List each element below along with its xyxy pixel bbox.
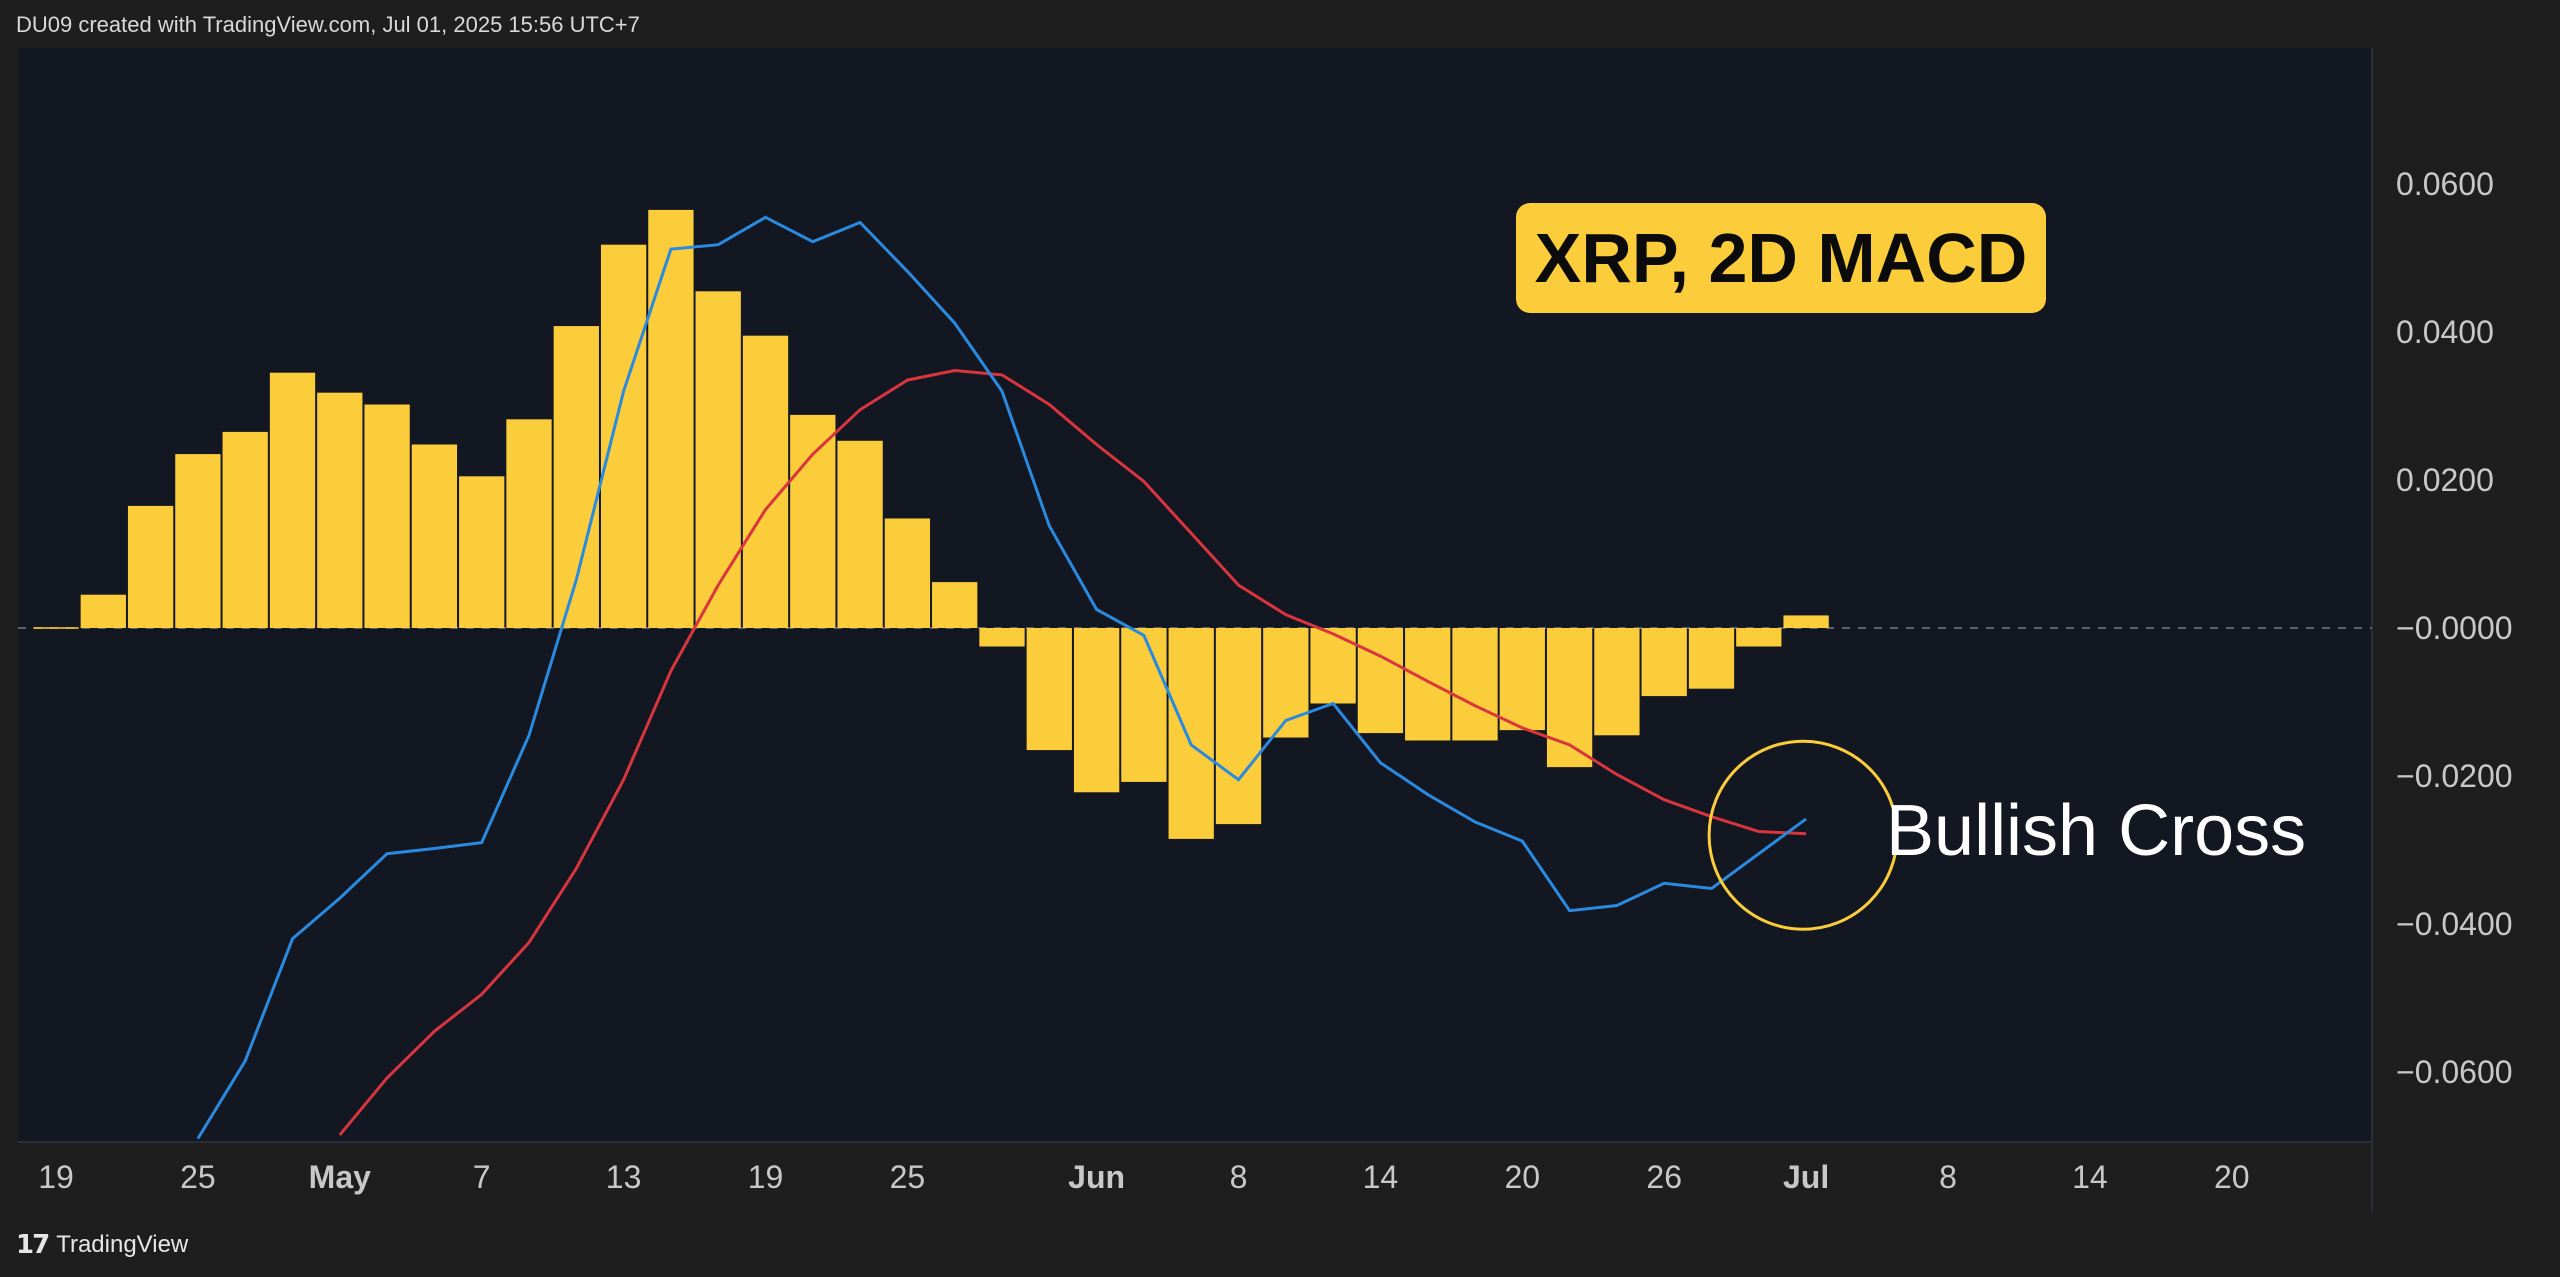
histogram-bar — [1357, 628, 1404, 734]
y-tick-label: −0.0600 — [2396, 1054, 2513, 1090]
histogram-bar — [648, 209, 694, 628]
histogram-bar — [932, 582, 978, 628]
histogram-bar — [127, 505, 174, 628]
x-tick-label: May — [309, 1159, 371, 1195]
x-tick-label: 8 — [1939, 1159, 1957, 1195]
y-tick-label: −0.0000 — [2396, 610, 2513, 646]
histogram-bar — [600, 244, 647, 628]
histogram-bar — [1499, 628, 1545, 731]
x-tick-label: 19 — [748, 1159, 784, 1195]
histogram-bar — [1405, 628, 1451, 741]
y-tick-label: −0.0200 — [2396, 758, 2513, 794]
x-tick-label: 26 — [1646, 1159, 1682, 1195]
y-axis[interactable]: 0.0600 0.0400 0.0200 −0.0000 −0.0200 −0.0400 −… — [2396, 166, 2513, 1090]
x-tick-label: 8 — [1230, 1159, 1248, 1195]
y-tick-label: 0.0200 — [2396, 462, 2494, 498]
x-tick-label: 14 — [1363, 1159, 1399, 1195]
y-tick-label: 0.0400 — [2396, 314, 2494, 350]
histogram-bar — [742, 335, 789, 628]
histogram-bar — [1215, 628, 1262, 825]
bullish-cross-circle — [1707, 739, 1899, 931]
x-tick-label: Jul — [1783, 1159, 1829, 1195]
histogram-bars — [33, 209, 1829, 839]
x-tick-label: 20 — [2214, 1159, 2250, 1195]
tradingview-footer[interactable]: 17 TradingView — [16, 1230, 188, 1260]
x-tick-label: 13 — [606, 1159, 642, 1195]
histogram-bar — [1310, 628, 1356, 704]
histogram-bar — [1168, 628, 1214, 839]
histogram-bar — [1783, 615, 1829, 628]
histogram-bar — [695, 291, 741, 628]
chart-title: XRP, 2D MACD — [1516, 203, 2046, 313]
histogram-bar — [1736, 628, 1782, 647]
histogram-bar — [222, 431, 268, 628]
histogram-bar — [979, 628, 1025, 647]
x-axis[interactable]: 19 25 May 7 13 19 25 Jun 8 14 20 26 Jul 8 14 20 — [38, 1159, 2249, 1195]
chart-attribution: DU09 created with TradingView.com, Jul 0… — [16, 12, 640, 37]
histogram-bar — [364, 404, 410, 628]
x-tick-label: 19 — [38, 1159, 74, 1195]
histogram-bar — [1594, 628, 1640, 736]
x-tick-label: 7 — [473, 1159, 491, 1195]
macd-line — [196, 215, 1807, 1140]
bullish-cross-label: Bullish Cross — [1886, 791, 2307, 871]
y-tick-label: 0.0600 — [2396, 166, 2494, 202]
histogram-bar — [459, 476, 505, 628]
brand-name: TradingView — [56, 1231, 189, 1258]
histogram-bar — [884, 518, 931, 628]
x-tick-label: 25 — [890, 1159, 926, 1195]
signal-line — [338, 368, 1807, 1136]
histogram-bar — [837, 440, 883, 628]
y-tick-label: −0.0400 — [2396, 906, 2513, 942]
tradingview-logo-icon: 17 — [16, 1230, 50, 1260]
histogram-bar — [1688, 628, 1735, 689]
x-tick-label: Jun — [1068, 1159, 1125, 1195]
histogram-bar — [175, 454, 221, 628]
histogram-bar — [1641, 628, 1687, 697]
histogram-bar — [33, 627, 79, 629]
histogram-bar — [790, 414, 836, 628]
x-tick-label: 20 — [1505, 1159, 1541, 1195]
histogram-bar — [80, 594, 126, 628]
histogram-bar — [411, 444, 458, 628]
histogram-bar — [1452, 628, 1498, 741]
histogram-bar — [317, 392, 363, 628]
histogram-bar — [1026, 628, 1072, 751]
histogram-bar — [506, 419, 552, 628]
histogram-bar — [269, 372, 316, 628]
x-tick-label: 25 — [180, 1159, 216, 1195]
histogram-bar — [1121, 628, 1167, 782]
histogram-bar — [1073, 628, 1120, 793]
x-tick-label: 14 — [2072, 1159, 2108, 1195]
